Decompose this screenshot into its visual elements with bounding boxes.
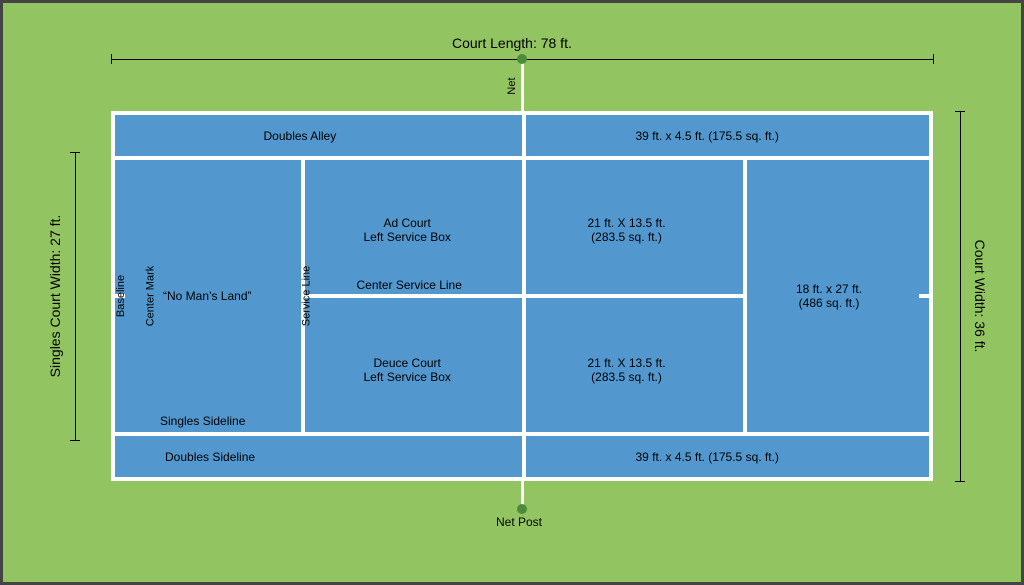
dim-tick — [70, 440, 80, 441]
label-court-length: Court Length: 78 ft. — [452, 35, 572, 51]
dim-tick — [955, 481, 965, 482]
label-court-width: Court Width: 36 ft. — [972, 216, 988, 376]
dim-tick — [70, 152, 80, 153]
line-center-mark-right — [919, 294, 929, 298]
label-doubles-alley: Doubles Alley — [264, 129, 337, 143]
line-center-service-left — [305, 294, 522, 298]
label-service-line: Service Line — [300, 266, 312, 327]
dim-line-court-width — [960, 111, 961, 481]
court-outline: Doubles Alley 39 ft. x 4.5 ft. (175.5 sq… — [111, 111, 933, 481]
label-doubles-alley-dim: 39 ft. x 4.5 ft. (175.5 sq. ft.) — [636, 129, 779, 143]
label-baseline: Baseline — [115, 275, 127, 317]
label-singles-sideline: Singles Sideline — [160, 414, 245, 428]
line-center-service-right — [526, 294, 743, 298]
label-deuce-dim: 21 ft. X 13.5 ft. (283.5 sq. ft.) — [588, 356, 666, 384]
label-deuce-court: Deuce Court Left Service Box — [364, 356, 451, 384]
net-dot-bottom — [517, 504, 527, 514]
diagram-frame: Court Length: 78 ft. Singles Court Width… — [0, 0, 1024, 585]
dim-tick — [933, 54, 934, 64]
dim-tick — [955, 111, 965, 112]
dim-line-singles-width — [75, 152, 76, 440]
line-service-right — [743, 160, 747, 432]
label-net: Net — [506, 71, 518, 101]
label-singles-width: Singles Court Width: 27 ft. — [47, 206, 63, 386]
label-doubles-sideline: Doubles Sideline — [165, 450, 255, 464]
label-ad-dim: 21 ft. X 13.5 ft. (283.5 sq. ft.) — [588, 216, 666, 244]
label-ad-court: Ad Court Left Service Box — [364, 216, 451, 244]
label-doubles-alley-dim-bottom: 39 ft. x 4.5 ft. (175.5 sq. ft.) — [636, 450, 779, 464]
label-net-post: Net Post — [496, 515, 542, 529]
net-dot-top — [517, 54, 527, 64]
label-right-nml: 18 ft. x 27 ft. (486 sq. ft.) — [796, 282, 862, 310]
label-center-service-line: Center Service Line — [357, 278, 462, 292]
label-no-mans-land: “No Man’s Land” — [163, 289, 252, 303]
dim-tick — [111, 54, 112, 64]
label-center-mark: Center Mark — [144, 266, 156, 327]
